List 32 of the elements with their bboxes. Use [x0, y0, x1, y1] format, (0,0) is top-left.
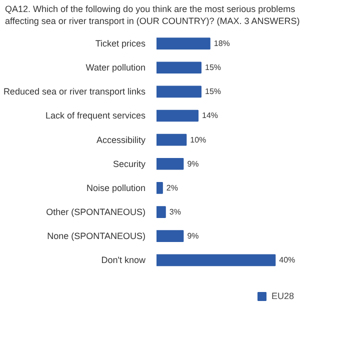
data-label: 14%	[202, 112, 218, 121]
bar	[156, 62, 202, 74]
data-label: 9%	[187, 160, 199, 169]
bar	[156, 230, 184, 242]
y-tick-label: Don't know	[101, 256, 146, 266]
bar	[156, 86, 202, 98]
bar	[156, 182, 163, 194]
y-tick-label: Reduced sea or river transport links	[3, 87, 146, 98]
y-tick-label: Noise pollution	[86, 183, 146, 194]
data-label: 3%	[169, 208, 181, 217]
y-tick-label: Other (SPONTANEOUS)	[46, 207, 146, 218]
data-label: 15%	[204, 63, 222, 72]
data-label: 18%	[214, 39, 230, 48]
y-tick-label: Lack of frequent services	[45, 111, 146, 122]
bar	[156, 38, 210, 50]
bar	[156, 206, 166, 218]
chart-title: QA12. Which of the following do you think are the most serious problems affecting sea or river transport in (OUR COUNTRY)? (MAX. 3 ANSWERS)	[5, 4, 301, 28]
y-tick-label: Accessibility	[96, 135, 146, 146]
y-tick-label: Security	[112, 159, 146, 170]
bar	[156, 110, 199, 122]
y-tick-label: None (SPONTANEOUS)	[47, 231, 146, 242]
legend-label: EU28	[271, 291, 294, 302]
data-label: 15%	[204, 88, 222, 97]
data-label: 40%	[279, 256, 296, 266]
bar	[156, 254, 276, 266]
y-tick-label: Water pollution	[86, 62, 146, 73]
data-label: 2%	[166, 184, 178, 193]
y-tick-label: Ticket prices	[95, 38, 146, 49]
bar	[156, 158, 184, 170]
bar	[156, 134, 187, 146]
data-label: 9%	[187, 232, 199, 241]
data-label: 10%	[190, 136, 206, 145]
